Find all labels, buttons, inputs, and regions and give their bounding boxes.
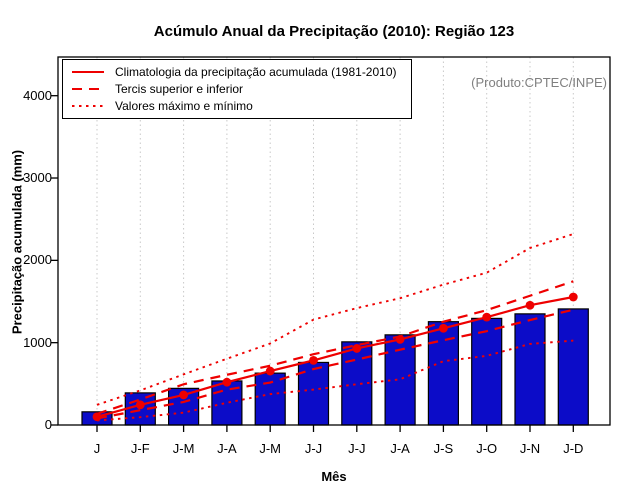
x-tick-label: J-J — [348, 441, 366, 456]
x-tick-label: J — [93, 441, 101, 456]
plot-border — [57, 56, 611, 426]
y-tick-label: 2000 — [23, 252, 52, 268]
precip-bar — [254, 372, 286, 426]
dashed-line-icon — [72, 87, 104, 90]
legend-label: Tercis superior e inferior — [115, 81, 244, 96]
tercil-inferior-line — [96, 308, 574, 420]
legend-label: Valores máximo e mínimo — [115, 99, 253, 114]
precip-bar — [341, 341, 373, 426]
climatology-point — [482, 312, 492, 322]
x-tick-label: J-O — [476, 441, 498, 456]
x-tick-label: J-A — [390, 441, 410, 456]
climatology-point — [135, 400, 145, 410]
x-tick-label: J-J — [304, 441, 323, 456]
climatology-point — [568, 292, 578, 302]
x-tick-label: J-S — [433, 441, 454, 456]
precip-bar — [471, 317, 503, 426]
produto-credit: (Produto:CPTEC/INPE) — [471, 75, 607, 90]
x-tick-label: J-M — [259, 441, 282, 456]
climatology-line — [96, 295, 574, 418]
climatology-point — [309, 355, 318, 365]
x-axis-label: Mês — [321, 469, 347, 484]
legend-item-maxmin: Valores máximo e mínimo — [71, 99, 411, 113]
x-tick-label: J-N — [519, 441, 541, 456]
climatology-point — [352, 344, 362, 353]
y-tick-label: 4000 — [23, 87, 52, 103]
climatology-point — [265, 366, 275, 376]
x-tick-label: J-D — [563, 441, 584, 456]
precip-bar — [514, 313, 546, 426]
climatology-point — [525, 300, 535, 310]
dotted-line-icon — [72, 105, 104, 108]
climatology-point — [179, 390, 189, 400]
precip-bar — [557, 308, 589, 426]
x-tick-label: J-M — [172, 441, 195, 456]
climatology-point — [222, 377, 232, 387]
y-tick-label: 3000 — [23, 170, 52, 186]
climatology-point — [92, 412, 102, 422]
solid-line-icon — [72, 70, 104, 73]
chart-title: Acúmulo Anual da Precipitação (2010): Re… — [153, 23, 515, 40]
tercil-superior-line — [96, 280, 574, 415]
climatology-point — [395, 334, 405, 344]
legend-item-tercis: Tercis superior e inferior — [71, 82, 411, 96]
x-tick-label: J-A — [217, 441, 237, 456]
legend: Climatologia da precipitação acumulada (… — [62, 59, 412, 119]
max-line — [96, 233, 574, 406]
legend-label: Climatologia da precipitação acumulada (… — [115, 64, 397, 79]
y-tick-label: 0 — [44, 417, 52, 432]
x-tick-label: J-F — [130, 441, 150, 456]
legend-item-climatologia: Climatologia da precipitação acumulada (… — [71, 65, 411, 79]
precip-bar — [168, 387, 200, 426]
climatology-point — [439, 323, 448, 333]
y-tick-label: 1000 — [23, 334, 52, 350]
